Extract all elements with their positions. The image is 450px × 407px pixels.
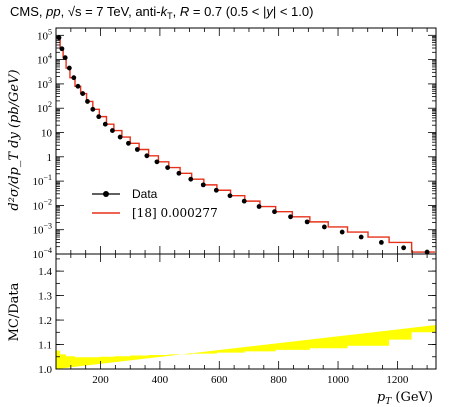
ratio-y-tick-label: 1.2 (38, 315, 52, 327)
data-point (339, 229, 345, 235)
data-point (304, 219, 310, 225)
data-point (200, 182, 206, 188)
y-tick-label: 10−2 (32, 197, 52, 212)
data-point (256, 204, 262, 209)
data-point (213, 187, 219, 193)
y-tick-label: 10−3 (32, 222, 52, 237)
y-axis-label: d²σ/dp_T dy (pb/GeV) (7, 69, 22, 210)
y-tick-label: 10 (41, 128, 53, 140)
data-point (71, 75, 77, 81)
y-tick-label: 105 (37, 27, 52, 42)
data-point (321, 224, 327, 230)
main-frame (55, 27, 437, 255)
ratio-y-tick-label: 1.4 (38, 266, 52, 278)
y-tick-label: 102 (37, 100, 52, 115)
y-tick-label: 103 (37, 76, 52, 91)
ratio-y-tick-label: 1.3 (38, 291, 52, 303)
data-point (176, 170, 182, 176)
x-tick-label: 1200 (386, 374, 409, 386)
y-tick-label: 10−4 (32, 246, 52, 261)
x-tick-label: 600 (211, 374, 228, 386)
data-point (358, 234, 364, 240)
data-point (126, 140, 131, 146)
data-point (165, 165, 171, 170)
data-point (75, 83, 81, 89)
y-tick-label: 1 (47, 152, 53, 164)
ratio-y-tick-label: 1.1 (38, 340, 52, 352)
data-point (227, 193, 233, 199)
data-point (59, 46, 65, 52)
legend-data-marker (103, 191, 109, 197)
legend: Data [18] 0.000277 (92, 187, 218, 220)
ratio-y-tick-label: 1.0 (38, 364, 52, 376)
data-point (241, 198, 247, 204)
ratio-panel: 200 400 600 800 1000 1200 1.0 1.1 1.2 1.3 1.4 (38, 253, 437, 386)
data-point (96, 114, 102, 120)
data-point (288, 214, 293, 220)
data-point (117, 134, 123, 140)
data-point (154, 159, 160, 165)
data-point (110, 128, 115, 133)
data-point (144, 153, 150, 159)
mc-step-line (57, 36, 436, 253)
legend-data-label: Data (132, 187, 158, 201)
data-point (401, 245, 407, 251)
y-tick-label: 104 (37, 52, 52, 67)
data-point (66, 65, 72, 71)
ratio-frame (55, 253, 437, 370)
x-tick-label: 400 (152, 374, 169, 386)
data-point (272, 209, 277, 215)
data-point (90, 106, 96, 112)
data-point (62, 55, 68, 61)
data-point (188, 176, 194, 182)
data-point (80, 91, 86, 96)
legend-mc-label: [18] 0.000277 (132, 206, 218, 220)
data-point (378, 240, 384, 245)
data-point (102, 121, 108, 127)
x-axis-label: pT (GeV) (377, 390, 433, 407)
ratio-y-axis-label: MC/Data (7, 282, 22, 341)
x-tick-label: 1000 (327, 374, 350, 386)
data-point (85, 99, 90, 104)
chart-title: CMS, pp, √s = 7 TeV, anti-kT, R = 0.7 (0… (10, 4, 313, 21)
ratio-band (56, 324, 436, 369)
data-point (134, 147, 140, 152)
x-tick-label: 800 (270, 374, 287, 386)
y-tick-label: 10−1 (32, 173, 52, 188)
x-tick-label: 200 (92, 374, 109, 386)
